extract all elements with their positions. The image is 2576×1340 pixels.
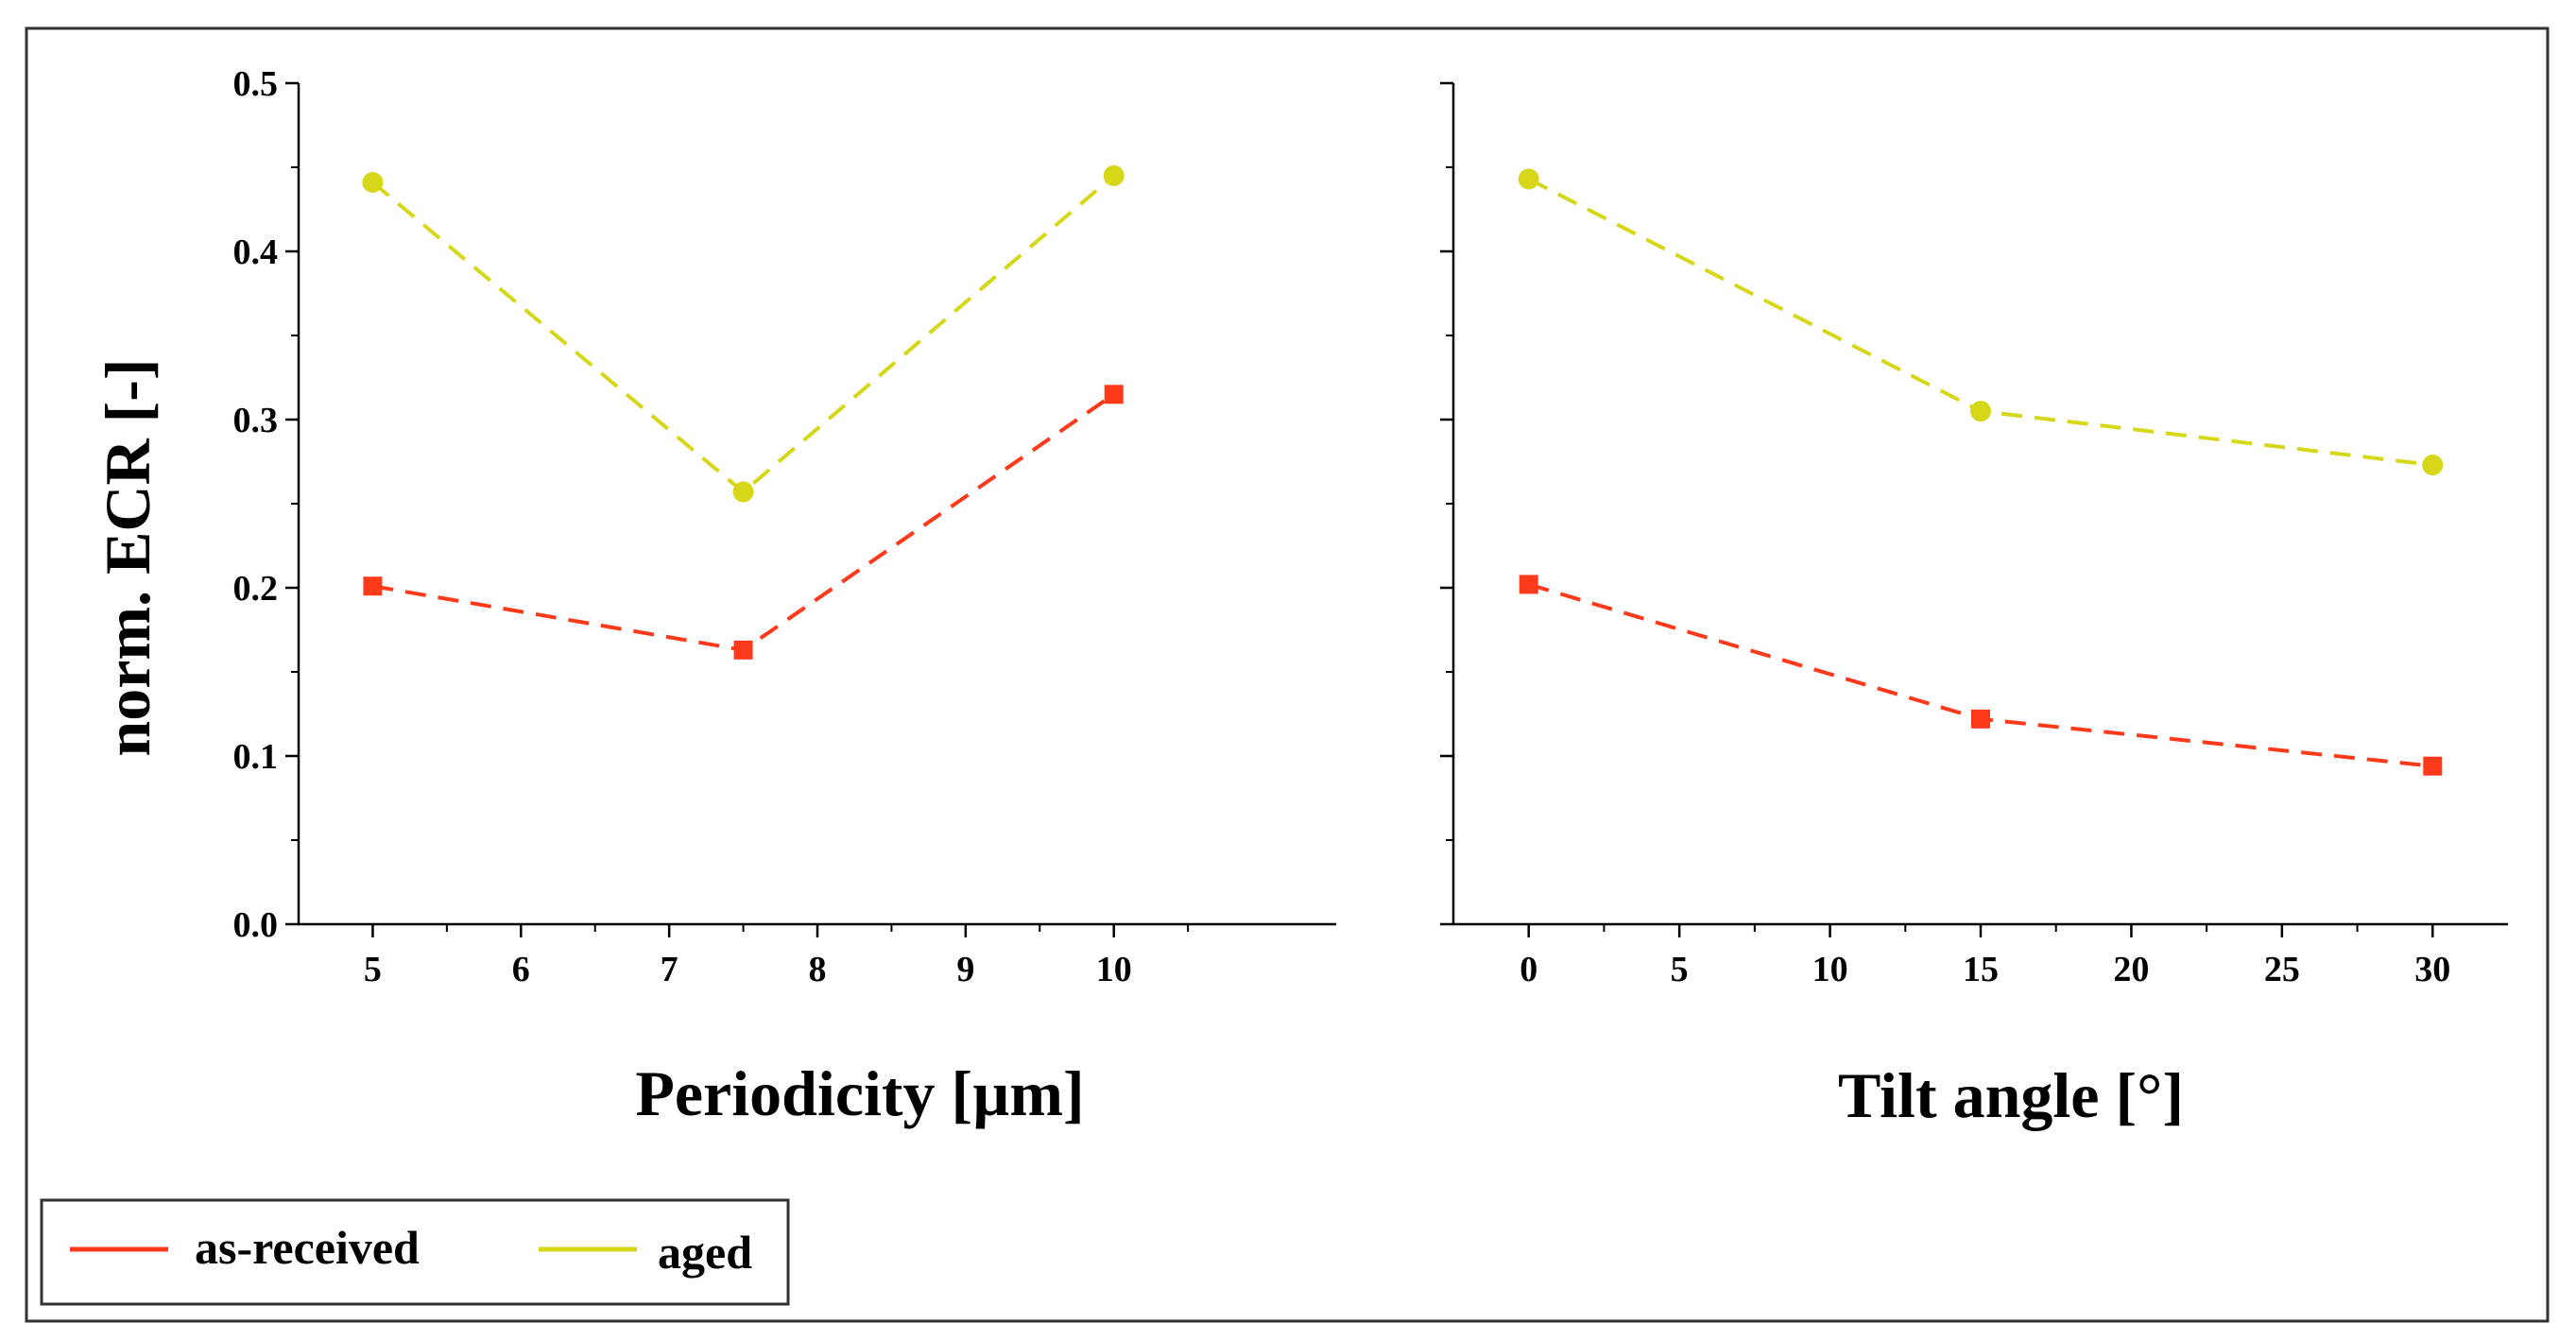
tilt-aged-point [1518,168,1539,190]
legend: as-received aged [40,1198,790,1306]
tilt-angle-chart: 0 5 10 15 20 25 30 [1440,81,2508,989]
periodicity-x-tick-label: 9 [956,950,974,989]
tilt-as-received-point [2423,756,2443,776]
periodicity-x-tick-label: 6 [512,950,530,989]
tilt-as-received-point [1519,575,1538,594]
tilt-x-tick-label: 20 [2113,950,2149,989]
periodicity-as-received-point [733,640,753,660]
legend-label-as-received: as-received [195,1221,420,1274]
periodicity-chart: 0.0 0.1 0.2 0.3 0.4 0.5 5 6 7 8 9 10 [233,64,1336,989]
tilt-x-tick-label: 10 [1812,950,1848,989]
y-axis-title: norm. ECR [-] [92,358,163,756]
periodicity-x-tick-label: 7 [661,950,678,989]
periodicity-y-tick-label: 0.2 [233,569,279,609]
periodicity-aged-point [1103,164,1125,186]
periodicity-aged-point [362,172,384,194]
tilt-aged-point [2422,455,2444,476]
periodicity-y-tick-label: 0.4 [233,232,279,272]
outer-frame [25,26,2550,1323]
periodicity-x-tick-label: 5 [364,950,382,989]
x-axis-title-periodicity: Periodicity [µm] [635,1057,1084,1129]
tilt-x-tick-label: 0 [1520,950,1537,989]
periodicity-x-tick-label: 10 [1096,950,1132,989]
tilt-x-tick-label: 25 [2264,950,2300,989]
tilt-x-tick-label: 5 [1671,950,1689,989]
x-axis-title-tilt-angle: Tilt angle [°] [1838,1059,2184,1131]
periodicity-y-tick-label: 0.1 [233,737,279,777]
periodicity-as-received-point [363,576,383,596]
periodicity-y-tick-label: 0.0 [233,905,279,945]
legend-label-aged: aged [658,1226,752,1279]
periodicity-y-tick-label: 0.5 [233,64,279,104]
periodicity-x-tick-label: 8 [809,950,827,989]
periodicity-aged-point [732,481,754,503]
tilt-aged-point [1970,401,1991,422]
periodicity-as-received-point [1104,385,1124,404]
legend-box [40,1198,790,1306]
tilt-x-tick-label: 15 [1963,950,1999,989]
periodicity-y-tick-label: 0.3 [233,401,279,440]
tilt-x-tick-label: 30 [2414,950,2450,989]
tilt-as-received-point [1971,709,1990,729]
